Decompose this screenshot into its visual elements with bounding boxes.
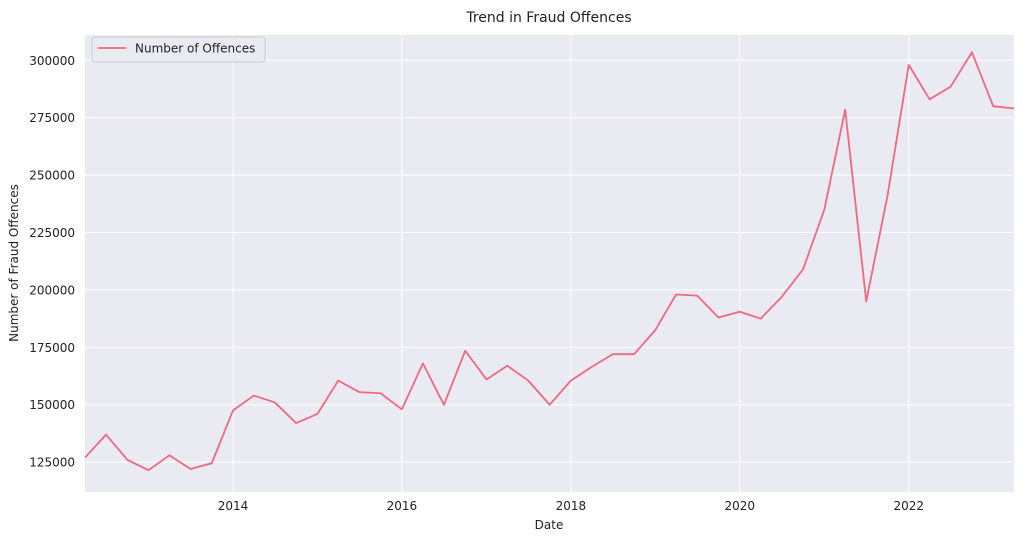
x-tick-label: 2022	[894, 499, 925, 513]
legend-box	[91, 36, 266, 63]
y-tick-label: 250000	[29, 169, 75, 183]
series-line	[84, 51, 1015, 472]
chart-title: Trend in Fraud Offences	[465, 10, 631, 26]
y-tick-label: 150000	[29, 398, 75, 412]
x-axis-ticks: 2014 2016 2018 2020 2022	[218, 499, 924, 513]
series-layer	[84, 51, 1015, 472]
x-axis-label: Date	[535, 518, 564, 532]
y-tick-label: 200000	[29, 283, 75, 297]
y-tick-label: 175000	[29, 341, 75, 355]
y-tick-label: 225000	[29, 226, 75, 240]
y-axis-label: Number of Fraud Offences	[7, 184, 21, 342]
y-tick-label: 125000	[29, 456, 75, 470]
y-tick-label: 275000	[29, 111, 75, 125]
x-tick-label: 2020	[724, 499, 755, 513]
legend-label: Number of Offences	[135, 42, 255, 56]
x-tick-label: 2016	[387, 499, 418, 513]
plot-background	[85, 35, 1014, 492]
x-tick-label: 2018	[556, 499, 587, 513]
legend: Number of Offences	[91, 36, 266, 63]
y-axis-ticks: 125000 150000 175000 200000 225000 250000 2750…	[29, 54, 75, 470]
y-tick-label: 300000	[29, 54, 75, 68]
x-tick-label: 2014	[218, 499, 249, 513]
